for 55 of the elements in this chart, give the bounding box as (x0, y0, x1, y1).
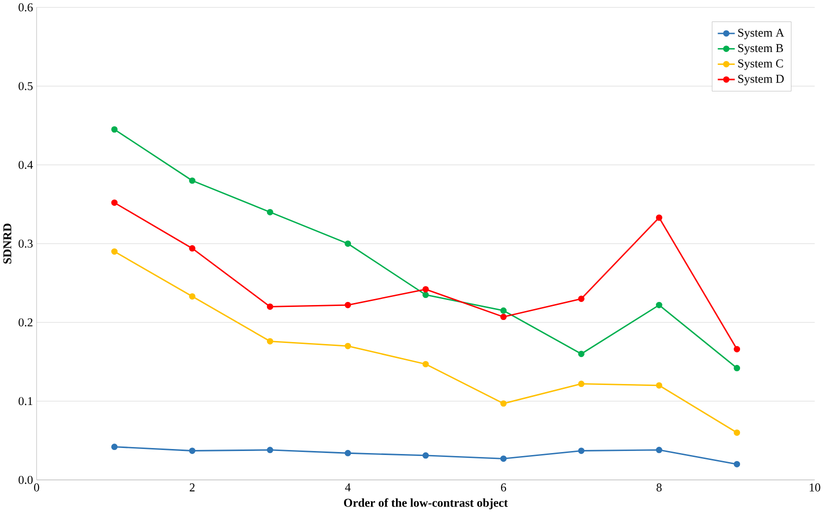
point (578, 448, 584, 454)
y-tick-label: 0.3 (18, 240, 33, 248)
y-tick-label: 0.0 (18, 476, 33, 484)
point (422, 286, 429, 293)
point (111, 126, 118, 133)
point (266, 209, 274, 216)
point (111, 248, 118, 255)
legend-label: System A (738, 28, 784, 40)
legend-label: System C (738, 60, 783, 70)
point (578, 296, 584, 302)
x-tick-label: 4 (345, 484, 351, 492)
point (734, 346, 740, 353)
point (656, 302, 662, 308)
point (344, 302, 352, 308)
point (344, 450, 352, 457)
point (189, 448, 196, 454)
point (344, 343, 352, 350)
point (422, 452, 429, 459)
point (266, 338, 274, 345)
point (189, 245, 196, 252)
point (500, 400, 507, 407)
point (422, 292, 429, 298)
y-tick-label: 0.6 (18, 4, 33, 12)
point (189, 293, 196, 300)
point (734, 365, 740, 372)
point (734, 461, 740, 468)
point (734, 430, 740, 436)
x-tick-label: 8 (656, 484, 662, 492)
x-tick-label: 2 (190, 484, 195, 492)
point (189, 178, 196, 184)
legend-label: System D (738, 75, 784, 86)
legend-label: System B (738, 44, 783, 55)
point (500, 456, 507, 462)
y-tick-label: 0.2 (18, 318, 32, 327)
point (344, 240, 352, 248)
y-tick-label: 0.4 (18, 161, 33, 170)
point (422, 361, 429, 368)
point (656, 214, 662, 222)
x-tick-label: 10 (810, 484, 820, 492)
point (266, 447, 274, 454)
point (266, 304, 274, 310)
point (500, 308, 507, 314)
y-tick-label: 0.1 (18, 397, 32, 406)
point (111, 444, 118, 450)
y-axis-title: SDNRD (3, 224, 12, 264)
x-tick-label: 6 (501, 484, 506, 492)
x-axis-title: Order of the low-contrast object (344, 498, 508, 510)
y-tick-label: 0.5 (18, 82, 33, 90)
point (656, 382, 662, 389)
point (656, 447, 662, 454)
point (578, 380, 584, 388)
point (111, 200, 118, 206)
point (500, 314, 507, 320)
x-tick-label: 0 (34, 484, 40, 492)
point (578, 350, 584, 358)
